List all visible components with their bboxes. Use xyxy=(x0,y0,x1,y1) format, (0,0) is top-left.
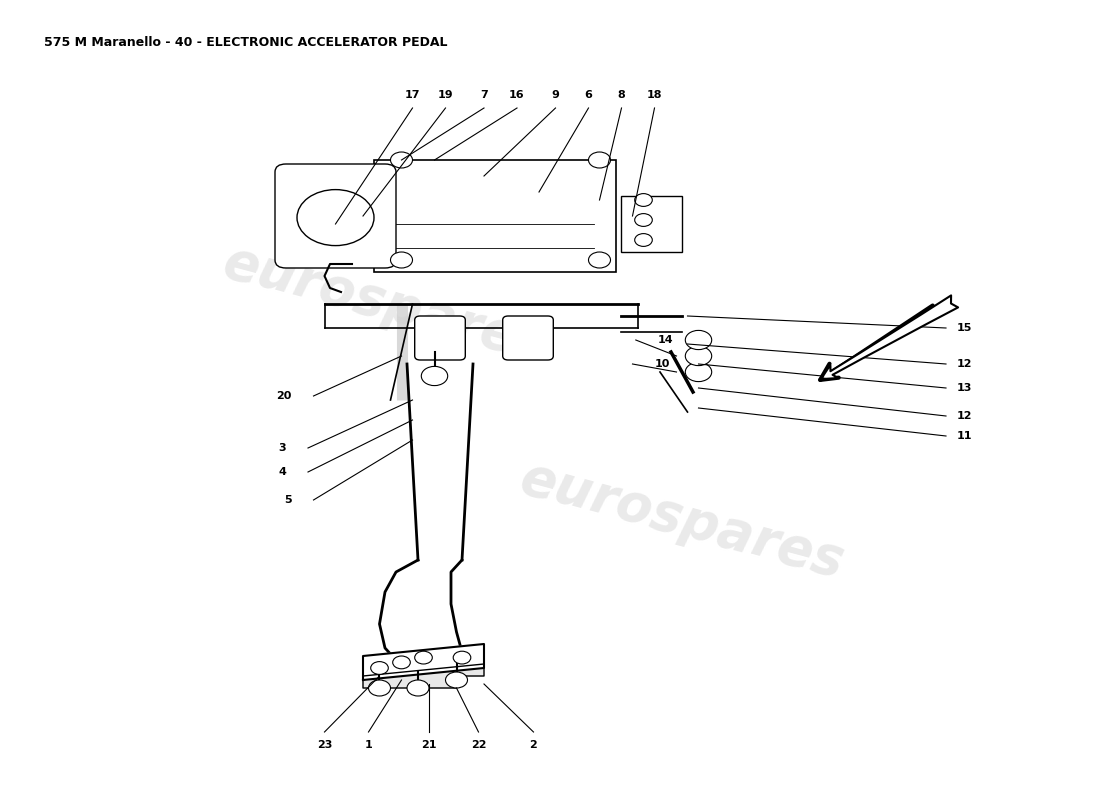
Text: 19: 19 xyxy=(438,90,453,100)
Text: 16: 16 xyxy=(509,90,525,100)
Text: 4: 4 xyxy=(278,467,286,477)
Text: 17: 17 xyxy=(405,90,420,100)
Text: 12: 12 xyxy=(957,359,972,369)
FancyBboxPatch shape xyxy=(275,164,396,268)
Polygon shape xyxy=(363,664,484,688)
Circle shape xyxy=(390,152,412,168)
Circle shape xyxy=(685,346,712,366)
Text: 11: 11 xyxy=(957,431,972,441)
Text: 18: 18 xyxy=(647,90,662,100)
FancyBboxPatch shape xyxy=(374,160,616,272)
Circle shape xyxy=(415,651,432,664)
Text: 3: 3 xyxy=(278,443,286,453)
Circle shape xyxy=(393,656,410,669)
Circle shape xyxy=(635,214,652,226)
Text: 14: 14 xyxy=(658,335,673,345)
Text: 12: 12 xyxy=(957,411,972,421)
Text: 10: 10 xyxy=(654,359,670,369)
FancyBboxPatch shape xyxy=(415,316,465,360)
Text: 575 M Maranello - 40 - ELECTRONIC ACCELERATOR PEDAL: 575 M Maranello - 40 - ELECTRONIC ACCELE… xyxy=(44,36,448,49)
Text: 23: 23 xyxy=(317,740,332,750)
Circle shape xyxy=(421,366,448,386)
Circle shape xyxy=(453,651,471,664)
Text: 15: 15 xyxy=(957,323,972,333)
Text: 21: 21 xyxy=(421,740,437,750)
Text: 20: 20 xyxy=(276,391,292,401)
Circle shape xyxy=(588,252,610,268)
Circle shape xyxy=(297,190,374,246)
Text: eurospares: eurospares xyxy=(218,236,552,372)
Text: 9: 9 xyxy=(551,90,560,100)
Text: 2: 2 xyxy=(529,740,538,750)
Circle shape xyxy=(685,330,712,350)
Circle shape xyxy=(685,362,712,382)
Circle shape xyxy=(407,680,429,696)
FancyBboxPatch shape xyxy=(503,316,553,360)
Circle shape xyxy=(635,234,652,246)
Circle shape xyxy=(371,662,388,674)
Text: 5: 5 xyxy=(284,495,292,505)
Text: 8: 8 xyxy=(617,90,626,100)
Text: 7: 7 xyxy=(480,90,488,100)
Circle shape xyxy=(446,672,468,688)
Polygon shape xyxy=(363,644,484,680)
Text: 13: 13 xyxy=(957,383,972,393)
Circle shape xyxy=(635,194,652,206)
Circle shape xyxy=(368,680,390,696)
FancyBboxPatch shape xyxy=(621,196,682,252)
Text: eurospares: eurospares xyxy=(515,452,849,588)
Circle shape xyxy=(588,152,610,168)
Text: 22: 22 xyxy=(471,740,486,750)
Text: 6: 6 xyxy=(584,90,593,100)
Text: 1: 1 xyxy=(364,740,373,750)
Circle shape xyxy=(390,252,412,268)
